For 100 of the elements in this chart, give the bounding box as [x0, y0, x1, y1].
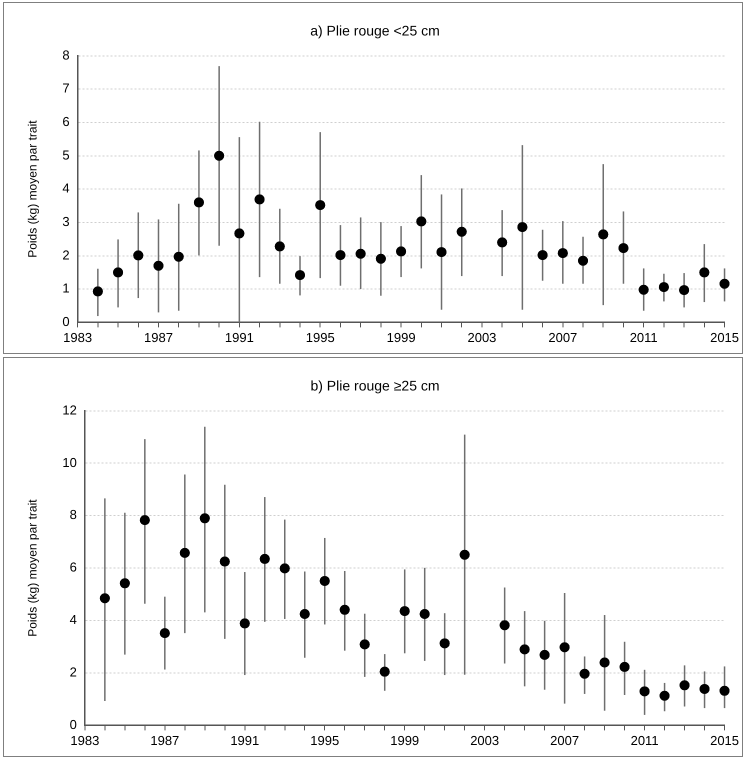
- point: [194, 197, 204, 208]
- point: [180, 548, 190, 558]
- y-tick-label: 6: [62, 114, 70, 130]
- point: [618, 243, 628, 254]
- point: [658, 282, 669, 292]
- x-tick-label: 1991: [224, 330, 254, 345]
- point: [315, 200, 326, 210]
- point: [376, 254, 386, 264]
- x-tick-label: 1983: [63, 330, 92, 345]
- x-tick-label: 2011: [630, 330, 658, 345]
- x-tick-label: 1983: [70, 732, 100, 748]
- point: [497, 237, 508, 248]
- point: [540, 650, 550, 660]
- y-tick-label: 5: [62, 147, 70, 162]
- point: [92, 286, 103, 296]
- x-tick-label: 1995: [310, 732, 340, 748]
- y-tick-label: 6: [70, 560, 77, 575]
- point: [456, 226, 467, 237]
- point: [240, 618, 250, 628]
- point: [133, 250, 144, 260]
- point: [580, 668, 590, 679]
- x-tick-label: 1987: [150, 732, 180, 748]
- x-tick-label: 2003: [467, 330, 496, 345]
- point: [640, 686, 650, 696]
- point: [578, 256, 588, 266]
- point: [320, 576, 330, 586]
- y-tick-label: 12: [62, 402, 77, 418]
- x-tick-label: 1991: [230, 732, 260, 748]
- point: [440, 638, 450, 648]
- y-tick-label: 0: [62, 314, 70, 329]
- point: [600, 657, 610, 668]
- point: [380, 666, 390, 677]
- point: [214, 150, 224, 161]
- point: [295, 270, 306, 280]
- y-tick-label: 10: [62, 454, 77, 470]
- point: [598, 229, 608, 240]
- x-tick-label: 2011: [630, 732, 659, 748]
- point: [436, 247, 447, 258]
- point: [558, 248, 568, 258]
- point: [274, 241, 285, 252]
- chart-title: a) Plie rouge <25 cm: [310, 22, 440, 38]
- y-tick-label: 1: [62, 280, 70, 296]
- point: [660, 690, 670, 701]
- y-axis-title: Poids (kg) moyen par trait: [26, 120, 40, 258]
- point: [220, 556, 230, 567]
- x-tick-label: 2003: [470, 732, 500, 748]
- point: [113, 267, 124, 278]
- point: [335, 250, 346, 260]
- x-tick-label: 2007: [550, 732, 580, 748]
- point: [120, 578, 130, 588]
- point: [560, 642, 570, 652]
- point: [416, 216, 426, 226]
- x-tick-label: 1999: [390, 732, 420, 748]
- x-tick-label: 1995: [306, 330, 335, 345]
- point: [160, 628, 170, 638]
- point: [699, 267, 710, 278]
- point: [538, 250, 548, 260]
- y-tick-label: 7: [62, 80, 70, 96]
- x-tick-label: 2007: [548, 330, 578, 345]
- x-tick-label: 2015: [710, 732, 739, 748]
- x-tick-label: 2015: [710, 330, 739, 345]
- point: [140, 515, 150, 526]
- point: [720, 686, 730, 696]
- point: [234, 228, 244, 238]
- y-tick-label: 4: [70, 612, 77, 628]
- point: [153, 260, 164, 271]
- point: [100, 593, 110, 604]
- point: [260, 554, 270, 564]
- point: [679, 285, 690, 296]
- y-tick-label: 4: [62, 180, 70, 196]
- y-tick-label: 3: [62, 214, 70, 230]
- point: [340, 604, 350, 615]
- point: [396, 246, 406, 256]
- point: [174, 252, 184, 262]
- point: [700, 684, 710, 694]
- y-tick-label: 2: [70, 664, 77, 680]
- point: [300, 608, 310, 619]
- point: [720, 278, 730, 289]
- y-axis-title: Poids (kg) moyen par trait: [26, 498, 40, 637]
- x-tick-label: 1987: [144, 330, 173, 345]
- y-tick-label: 0: [70, 716, 77, 732]
- point: [356, 248, 366, 259]
- x-tick-label: 1999: [386, 330, 416, 345]
- point: [400, 606, 410, 616]
- point: [500, 620, 510, 630]
- point: [517, 222, 528, 232]
- y-tick-label: 8: [62, 47, 70, 62]
- point: [620, 662, 630, 672]
- y-tick-label: 2: [62, 247, 70, 262]
- point: [254, 194, 265, 204]
- point: [360, 639, 370, 650]
- point: [520, 644, 530, 654]
- point: [638, 284, 649, 295]
- y-tick-label: 8: [70, 507, 77, 522]
- point: [460, 550, 470, 560]
- chart-title: b) Plie rouge ≥25 cm: [310, 377, 440, 394]
- point: [280, 563, 290, 574]
- point: [200, 513, 210, 524]
- point: [680, 680, 690, 690]
- point: [420, 608, 430, 619]
